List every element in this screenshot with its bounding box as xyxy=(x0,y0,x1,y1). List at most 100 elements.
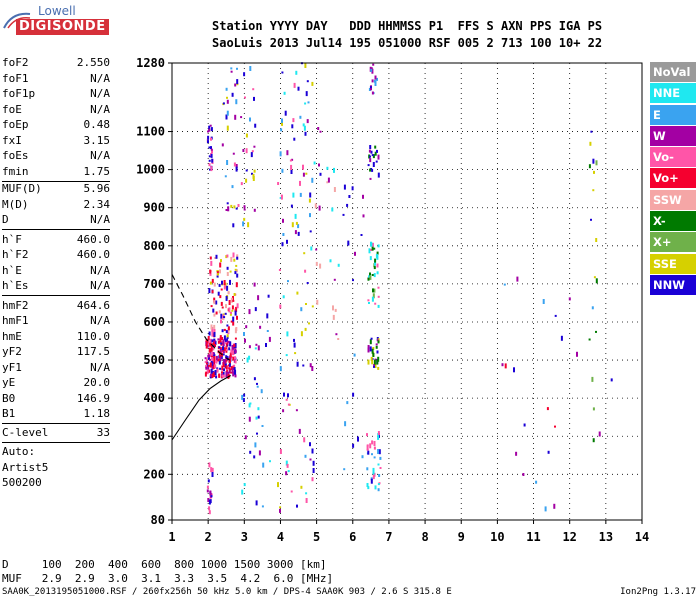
echo-point xyxy=(219,348,222,351)
param-row-h-es: h`Es N/A xyxy=(2,279,110,293)
echo-point xyxy=(223,359,226,364)
echo-point xyxy=(209,358,211,361)
echo-point xyxy=(369,256,372,261)
echo-point xyxy=(226,324,229,327)
legend-noval: NoVal xyxy=(650,62,696,82)
echo-point xyxy=(230,297,233,303)
y-tick-label: 700 xyxy=(143,277,165,291)
echo-point xyxy=(337,338,340,340)
echo-point xyxy=(211,290,214,294)
echo-point xyxy=(554,425,556,428)
echo-point xyxy=(209,256,212,260)
echo-point xyxy=(261,505,264,508)
echo-point xyxy=(296,291,299,295)
echo-point xyxy=(217,338,220,341)
echo-point xyxy=(258,450,261,456)
echo-point xyxy=(304,327,307,331)
echo-point xyxy=(211,364,214,370)
echo-point xyxy=(211,472,214,477)
echo-point xyxy=(299,115,302,119)
echo-point xyxy=(305,492,308,495)
echo-point xyxy=(208,369,211,373)
echo-point xyxy=(376,251,379,255)
echo-point xyxy=(205,366,208,370)
echo-point xyxy=(343,184,346,190)
echo-point xyxy=(229,341,232,347)
echo-point xyxy=(318,205,321,211)
echo-point xyxy=(208,510,211,515)
echo-point xyxy=(357,436,359,442)
echo-point xyxy=(212,308,215,313)
y-tick-label: 300 xyxy=(143,429,165,443)
echo-point xyxy=(256,382,258,385)
echo-point xyxy=(233,344,236,348)
echo-point xyxy=(214,344,216,347)
echo-point xyxy=(218,373,221,378)
echo-point xyxy=(303,437,306,443)
x-tick-label: 10 xyxy=(490,530,504,544)
echo-point xyxy=(213,332,216,337)
echo-point xyxy=(376,77,378,81)
echo-point xyxy=(219,295,222,299)
y-tick-label: 800 xyxy=(143,239,165,253)
echo-point xyxy=(231,368,234,374)
echo-point xyxy=(251,172,253,175)
echo-point xyxy=(369,339,372,345)
echo-point xyxy=(226,334,229,338)
echo-point xyxy=(379,467,382,469)
echo-point xyxy=(209,168,211,171)
param-row-c-level: C-level 33 xyxy=(2,426,110,440)
muf-distance-row: D 100 200 400 600 800 1000 1500 3000 [km… xyxy=(2,558,327,571)
echo-point xyxy=(208,155,211,158)
echo-point xyxy=(236,83,239,86)
echo-point xyxy=(213,340,216,343)
echo-point xyxy=(281,71,284,74)
echo-point xyxy=(227,326,230,331)
echo-point xyxy=(229,270,232,273)
echo-point xyxy=(369,158,372,163)
echo-point xyxy=(309,442,311,447)
echo-point xyxy=(254,347,257,350)
param-value: 146.9 xyxy=(76,391,110,405)
echo-point xyxy=(588,338,591,341)
echo-point xyxy=(211,374,214,379)
echo-point xyxy=(226,96,228,99)
echo-point xyxy=(372,347,375,350)
echo-point xyxy=(211,358,214,362)
echo-point xyxy=(300,331,303,337)
echo-point xyxy=(220,355,223,359)
echo-point xyxy=(282,295,285,299)
echo-point xyxy=(209,362,212,368)
echo-point xyxy=(243,208,246,211)
echo-point xyxy=(227,291,230,295)
echo-point xyxy=(307,101,310,104)
echo-point xyxy=(294,352,297,355)
echo-point xyxy=(372,467,375,471)
echo-point xyxy=(314,203,317,209)
echo-point xyxy=(343,468,346,471)
echo-point xyxy=(253,145,256,148)
param-key: h`E xyxy=(2,263,22,277)
echo-point xyxy=(297,224,300,229)
echo-point xyxy=(253,208,256,212)
echo-point xyxy=(370,150,373,154)
echo-point xyxy=(227,371,230,375)
echo-point xyxy=(346,401,349,405)
echo-point xyxy=(377,435,380,440)
echo-point xyxy=(374,258,377,263)
echo-point xyxy=(213,282,216,287)
echo-point xyxy=(375,343,378,346)
echo-point xyxy=(369,145,372,149)
echo-point xyxy=(576,351,578,357)
echo-point xyxy=(233,364,236,367)
echo-point xyxy=(378,474,381,477)
echo-point xyxy=(208,146,211,149)
echo-point xyxy=(283,91,286,95)
echo-point xyxy=(222,339,225,345)
echo-point xyxy=(366,445,369,451)
echo-point xyxy=(208,288,211,294)
echo-point xyxy=(213,372,215,377)
echo-point xyxy=(535,480,538,484)
echo-point xyxy=(228,347,231,351)
echo-point xyxy=(255,416,258,420)
